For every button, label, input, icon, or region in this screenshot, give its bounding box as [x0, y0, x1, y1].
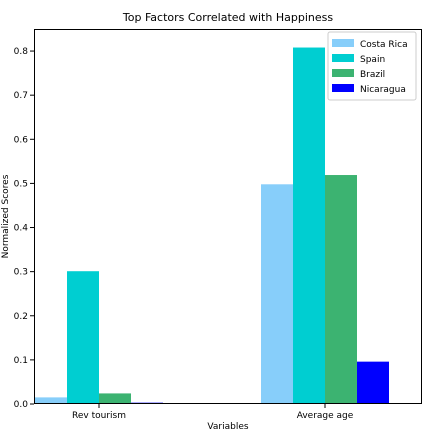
- y-axis-label: Normalized Scores: [1, 174, 11, 258]
- legend-label-spain: Spain: [360, 55, 385, 65]
- y-tick-label: 0.7: [14, 91, 28, 101]
- legend-swatch-nicaragua: [332, 84, 354, 92]
- legend-label-costa-rica: Costa Rica: [360, 40, 408, 50]
- legend-box: [327, 31, 417, 101]
- legend-label-brazil: Brazil: [360, 70, 385, 80]
- legend: Costa Rica Spain Brazil Nicaragua: [327, 31, 417, 101]
- legend-swatch-brazil: [332, 69, 354, 77]
- bars-group: [35, 47, 389, 404]
- y-tick-label: 0.8: [14, 47, 29, 57]
- y-tick-label: 0.0: [14, 400, 29, 410]
- x-axis-label: Variables: [207, 422, 248, 432]
- bar-spain-average-age: [293, 47, 325, 404]
- legend-swatch-costa-rica: [332, 39, 354, 47]
- y-tick-label: 0.1: [14, 356, 28, 366]
- y-tick-label: 0.4: [14, 224, 29, 234]
- legend-label-nicaragua: Nicaragua: [360, 85, 406, 95]
- y-tick-label: 0.3: [14, 268, 28, 278]
- y-tick-label: 0.5: [14, 179, 28, 189]
- bar-brazil-rev-tourism: [99, 393, 131, 404]
- legend-swatch-spain: [332, 54, 354, 62]
- bar-spain-rev-tourism: [67, 271, 99, 404]
- y-axis-ticks: 0.0 0.1 0.2 0.3 0.4 0.5 0.6 0.7 0.8: [14, 47, 34, 410]
- bar-costa-rica-average-age: [261, 184, 293, 404]
- bar-nicaragua-average-age: [357, 361, 389, 404]
- bar-brazil-average-age: [325, 175, 357, 404]
- y-tick-label: 0.6: [14, 135, 29, 145]
- y-tick-label: 0.2: [14, 312, 28, 322]
- bar-costa-rica-rev-tourism: [35, 397, 67, 404]
- x-tick-label: Rev tourism: [72, 411, 126, 421]
- chart-title: Top Factors Correlated with Happiness: [122, 11, 333, 24]
- x-axis-ticks: Rev tourism Average age: [72, 404, 354, 421]
- x-tick-label: Average age: [297, 411, 354, 421]
- plot-frame: [34, 29, 422, 404]
